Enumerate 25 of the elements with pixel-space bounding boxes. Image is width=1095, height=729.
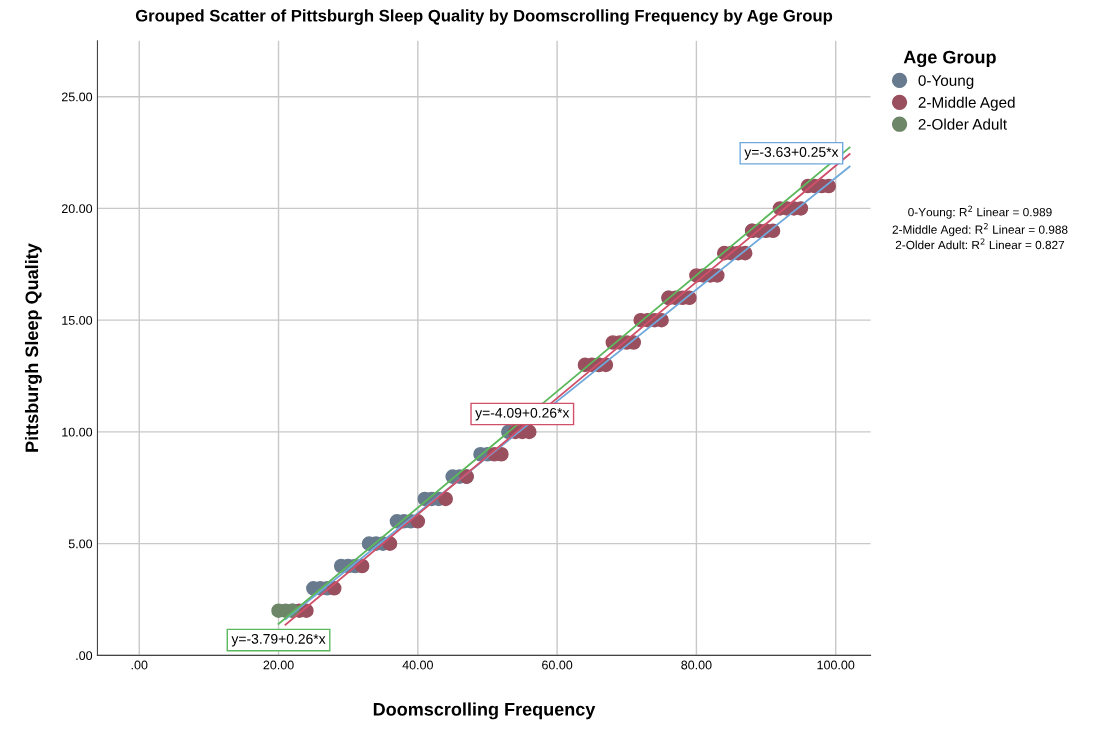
- y-tick-label: 15.00: [62, 315, 93, 325]
- x-tick-label: 40.00: [402, 660, 433, 670]
- y-tick-label: 25.00: [61, 92, 93, 102]
- x-axis-title: Doomscrolling Frequency: [373, 702, 596, 720]
- chart-title: Grouped Scatter of Pittsburgh Sleep Quality by Doomscrolling Frequency by Age Group: [135, 9, 833, 25]
- y-tick-label: 20.00: [61, 204, 93, 214]
- x-tick-label: 80.00: [681, 660, 712, 670]
- annotation: y=-3.63+0.25*x: [744, 147, 839, 160]
- legend-label: 0-Young: [918, 75, 974, 89]
- annotation: y=-4.09+0.26*x: [475, 407, 570, 421]
- legend-label: 2-Middle Aged: [918, 96, 1015, 111]
- text: 2-Middle Aged: R$^{2}$ Linear = 0.988: [892, 223, 1068, 237]
- x-tick-label: 100.00: [817, 660, 855, 670]
- y-tick-label: 10.00: [62, 427, 93, 437]
- text: 0-Young: R$^{2}$ Linear = 0.989: [908, 205, 1052, 219]
- y-tick-label: 5.00: [68, 539, 93, 549]
- x-tick-label: 20.00: [263, 660, 294, 670]
- legend-title: Age Group: [903, 50, 996, 68]
- x-tick-label: 60.00: [542, 660, 573, 670]
- text: 2-Older Adult: R$^{2}$ Linear = 0.827: [895, 238, 1065, 250]
- y-tick-label: .00: [76, 651, 93, 661]
- y-axis-title: Pittsburgh Sleep Quality: [24, 243, 42, 452]
- x-tick-label: .00: [131, 660, 148, 670]
- legend-label: 2-Older Adult: [918, 118, 1007, 130]
- annotation: y=-3.79+0.26*x: [231, 633, 326, 647]
